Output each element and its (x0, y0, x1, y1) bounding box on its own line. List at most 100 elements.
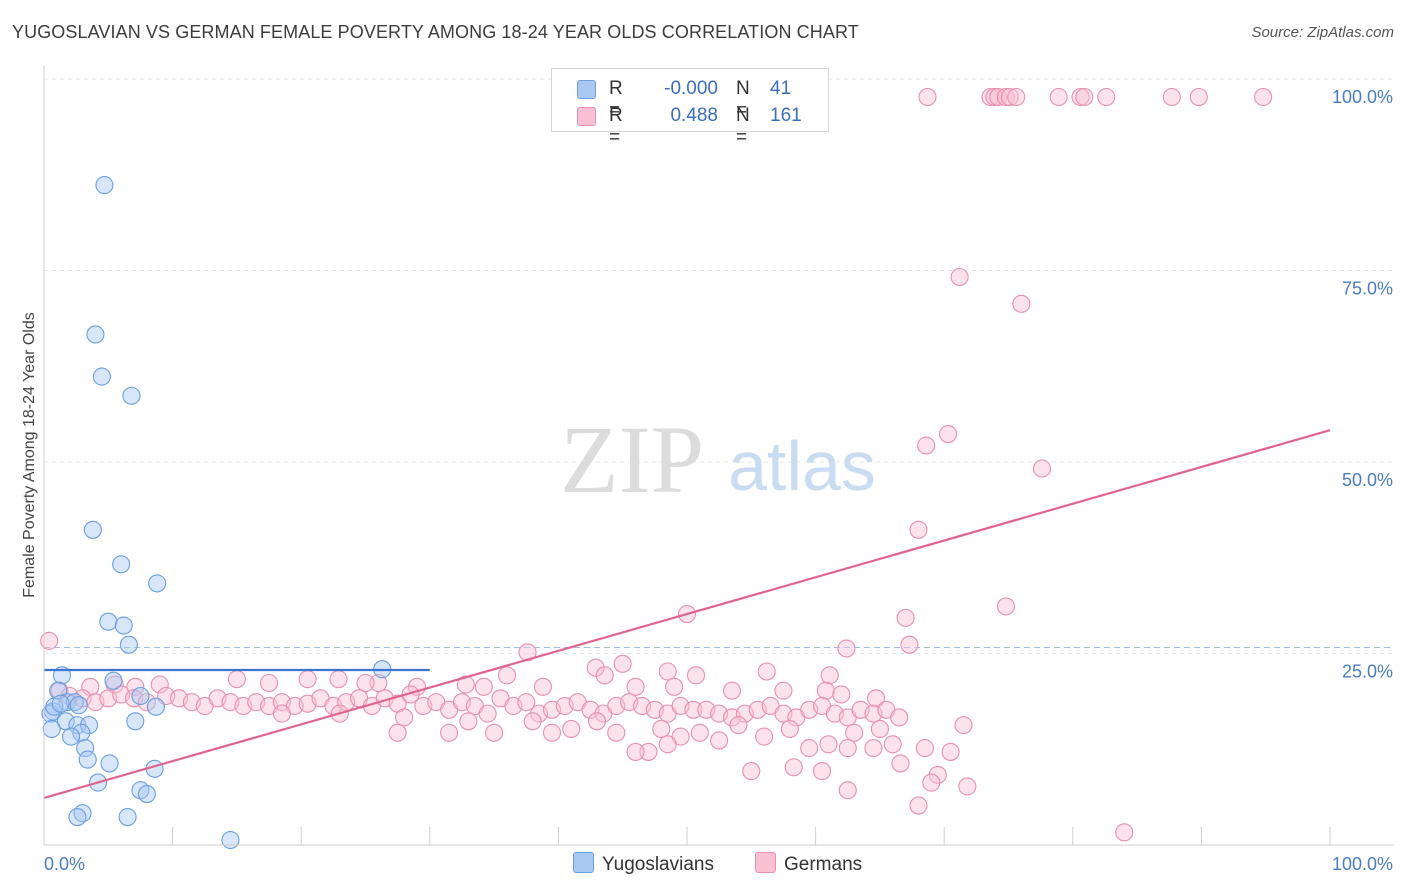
axes (43, 66, 1394, 846)
german-point (485, 723, 504, 742)
yugoslavian-point (148, 574, 167, 593)
y-tick-label: 50.0% (1342, 470, 1393, 490)
yugoslavian-point (119, 635, 138, 654)
german-point (1032, 459, 1051, 478)
yugoslavian-point (118, 807, 137, 827)
german-point (820, 666, 839, 685)
german-point (915, 739, 934, 758)
y-tick-label: 100.0% (1332, 87, 1393, 107)
german-point (227, 670, 246, 689)
x-tick-label: 0.0% (44, 854, 85, 874)
german-point (996, 87, 1015, 107)
german-point (755, 727, 774, 746)
german-point (595, 666, 614, 685)
legend-n-label: N = (736, 78, 750, 121)
german-point (686, 666, 706, 685)
german-point (996, 597, 1015, 616)
legend-swatch-blue (577, 80, 596, 99)
german-point (939, 424, 958, 444)
german-point (1075, 87, 1094, 107)
legend-r-label: R = (609, 105, 623, 148)
german-point (665, 677, 684, 696)
german-point (1254, 87, 1273, 107)
german-point (954, 716, 973, 735)
german-point (459, 712, 478, 731)
german-point (388, 723, 407, 742)
yugoslavian-point (100, 754, 119, 773)
german-point (896, 608, 915, 627)
german-point (259, 673, 279, 693)
german-point (866, 689, 886, 708)
german-point (812, 762, 832, 781)
yugoslavian-point (112, 555, 131, 574)
legend-n-value: 161 (770, 105, 802, 126)
yugoslavian-point (78, 750, 97, 769)
german-point (918, 87, 937, 107)
source-label: Source: ZipAtlas.com (1251, 24, 1394, 41)
german-trend-line (43, 429, 1331, 799)
bottom-legend-swatch-blue (573, 852, 594, 873)
german-point (517, 693, 536, 712)
german-point (800, 739, 819, 758)
german-point (722, 681, 742, 700)
german-point (928, 765, 947, 784)
german-point (864, 739, 883, 758)
yugoslavian-point (95, 176, 114, 195)
yugoslavian-point (99, 612, 118, 631)
german-point (1189, 87, 1208, 107)
yugoslavian-point (114, 616, 133, 635)
german-point (329, 670, 348, 689)
german-point (909, 520, 928, 539)
german-point (456, 675, 475, 694)
german-point (533, 677, 553, 696)
german-point (1049, 87, 1068, 107)
german-point (562, 719, 581, 739)
german-point (684, 700, 703, 719)
yugoslavian-point (221, 830, 240, 850)
bottom-legend-germans: Germans (755, 852, 862, 876)
german-point (369, 673, 388, 693)
german-point (690, 723, 709, 742)
bottom-legend-label: Yugoslavians (602, 854, 714, 875)
legend-r-label: R = (609, 78, 623, 121)
german-point (922, 773, 941, 792)
german-point (838, 739, 857, 758)
trend-lines (43, 429, 1331, 799)
german-point (780, 719, 799, 739)
yugoslavian-point (122, 386, 141, 405)
yugoslavian-point (126, 712, 145, 731)
german-point (607, 723, 626, 742)
yugoslavian-point (52, 666, 72, 685)
german-point (890, 708, 909, 727)
german-point (298, 670, 317, 689)
yugoslavian-point (68, 807, 87, 827)
german-point (845, 723, 864, 742)
yugoslavian-point (86, 325, 105, 344)
german-point (395, 708, 414, 727)
watermark-atlas: atlas (728, 427, 876, 505)
german-point (542, 723, 562, 742)
legend-r-value: 0.488 (670, 105, 718, 126)
german-point (587, 712, 607, 731)
chart-title: YUGOSLAVIAN VS GERMAN FEMALE POVERTY AMO… (12, 22, 859, 42)
legend-r-value: -0.000 (664, 78, 718, 99)
german-point (626, 677, 645, 696)
german-points (40, 87, 1273, 842)
legend-n-value: 41 (770, 78, 792, 99)
yugoslavian-point (42, 719, 61, 739)
grid (44, 78, 1394, 654)
german-point (523, 712, 542, 731)
german-point (742, 762, 761, 781)
german-point (819, 735, 838, 754)
german-point (40, 631, 59, 650)
german-point (497, 666, 517, 685)
german-point (652, 719, 671, 739)
yugoslavian-point (104, 671, 123, 690)
yugoslavian-point (72, 723, 91, 742)
yugoslavian-point (137, 785, 156, 804)
german-point (474, 677, 493, 696)
german-point (917, 436, 936, 455)
german-point (981, 87, 1000, 107)
x-tick-label: 100.0% (1332, 854, 1393, 874)
